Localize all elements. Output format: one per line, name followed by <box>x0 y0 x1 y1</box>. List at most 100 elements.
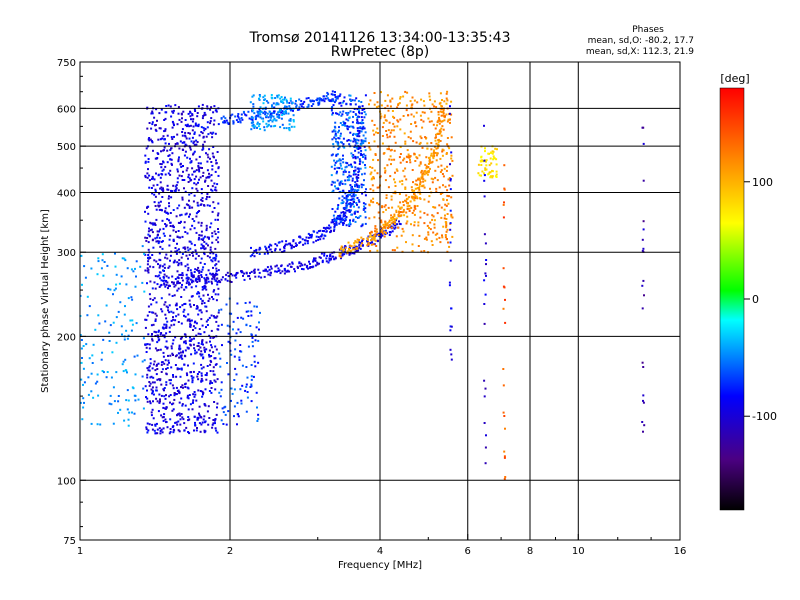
echo-point <box>503 415 506 417</box>
echo-point <box>164 397 167 400</box>
echo-point <box>209 336 212 339</box>
echo-point <box>309 234 311 236</box>
echo-point <box>487 152 490 155</box>
echo-point <box>193 133 196 135</box>
echo-point <box>349 175 352 178</box>
echo-point <box>152 246 155 249</box>
echo-point <box>189 336 191 339</box>
echo-point <box>192 142 195 145</box>
echo-point <box>348 116 351 119</box>
echo-point <box>263 252 266 255</box>
echo-point <box>343 197 346 200</box>
echo-point <box>412 115 415 118</box>
echo-point <box>450 325 453 328</box>
echo-point <box>281 270 284 273</box>
echo-point <box>432 215 435 218</box>
echo-point <box>398 222 401 225</box>
echo-point <box>334 185 336 188</box>
echo-point <box>283 244 286 247</box>
echo-point <box>122 370 125 373</box>
echo-point <box>256 420 259 422</box>
echo-point <box>503 478 506 480</box>
echo-point <box>345 206 348 209</box>
echo-point <box>190 353 193 356</box>
echo-point <box>278 241 281 244</box>
echo-point <box>150 112 153 115</box>
echo-point <box>169 149 172 151</box>
colorbar-tick-label: 100 <box>752 176 773 189</box>
echo-point <box>425 165 428 168</box>
echo-point <box>405 109 408 112</box>
echo-point <box>289 242 292 245</box>
echo-point <box>162 279 165 282</box>
echo-point <box>332 143 335 146</box>
echo-point <box>211 382 214 384</box>
echo-point <box>127 424 130 427</box>
echo-point <box>308 262 311 265</box>
echo-point <box>121 333 123 336</box>
echo-point <box>258 108 261 110</box>
echo-point <box>199 166 202 169</box>
echo-point <box>263 126 266 129</box>
echo-point <box>204 127 207 130</box>
echo-point <box>399 215 402 218</box>
echo-point <box>402 230 405 233</box>
echo-point <box>348 171 351 174</box>
echo-point <box>484 293 487 296</box>
echo-point <box>314 259 317 262</box>
echo-point <box>356 241 359 244</box>
echo-point <box>332 104 335 107</box>
echo-point <box>407 153 410 156</box>
echo-point <box>336 160 338 163</box>
echo-point <box>284 243 287 246</box>
echo-point <box>205 341 208 344</box>
echo-point <box>240 399 243 402</box>
echo-point <box>267 123 270 126</box>
echo-point <box>441 105 443 108</box>
echo-point <box>265 100 268 103</box>
echo-point <box>351 195 354 198</box>
echo-point <box>191 401 194 404</box>
echo-point <box>404 188 407 190</box>
echo-point <box>203 240 206 243</box>
echo-point <box>483 233 486 236</box>
echo-point <box>167 359 170 362</box>
echo-point <box>184 150 187 153</box>
echo-point <box>343 219 346 222</box>
echo-point <box>183 141 185 144</box>
echo-point <box>237 415 240 418</box>
echo-point <box>156 378 159 381</box>
echo-point <box>360 130 363 133</box>
echo-point <box>414 195 417 197</box>
echo-point <box>440 206 443 209</box>
echo-point <box>355 183 358 186</box>
echo-point <box>337 159 340 162</box>
echo-point <box>336 170 338 173</box>
echo-point <box>331 255 334 258</box>
echo-point <box>199 309 202 312</box>
echo-point <box>198 292 201 295</box>
echo-point <box>384 229 387 232</box>
echo-point <box>318 262 320 265</box>
echo-point <box>99 423 102 426</box>
echo-point <box>259 128 262 130</box>
echo-point <box>108 340 111 342</box>
echo-point <box>106 371 109 373</box>
echo-point <box>443 167 446 170</box>
echo-point <box>151 121 154 124</box>
echo-point <box>341 158 344 161</box>
echo-point <box>327 261 330 264</box>
echo-point <box>201 395 204 398</box>
echo-point <box>156 236 158 239</box>
echo-point <box>353 248 356 251</box>
echo-point <box>180 296 183 298</box>
echo-point <box>260 276 263 279</box>
echo-point <box>411 243 414 246</box>
echo-point <box>502 411 505 414</box>
echo-point <box>87 393 90 396</box>
echo-point <box>194 320 197 323</box>
echo-point <box>178 430 181 433</box>
echo-point <box>361 109 364 111</box>
echo-point <box>291 261 294 264</box>
